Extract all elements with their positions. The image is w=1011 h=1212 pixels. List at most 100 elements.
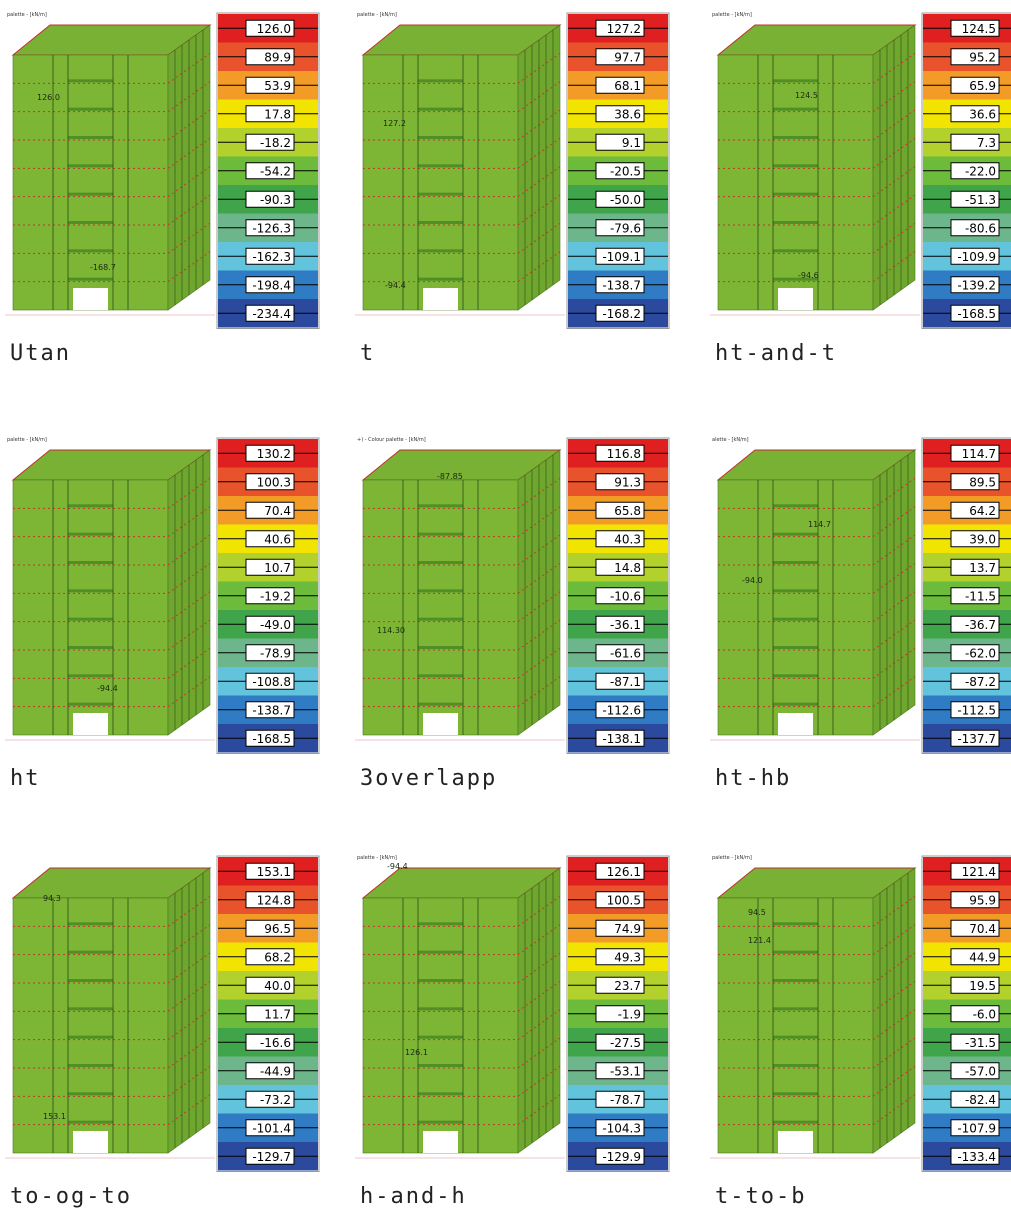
stair-slab [68,1007,113,1010]
caption: Utan [10,341,71,366]
stair-slab [418,533,463,536]
annotation: -94.4 [97,684,118,693]
legend-value: -168.5 [252,732,291,746]
caption: ht-and-t [715,341,837,366]
legend-value: 64.2 [969,504,996,518]
stair-slab [68,108,113,111]
legend-value: -112.6 [602,703,641,717]
legend-value: 7.3 [977,136,996,150]
legend-value: 11.7 [264,1007,291,1021]
legend-value: 38.6 [614,107,641,121]
stair-slab [68,164,113,167]
stair-slab [418,646,463,649]
annotation: 121.4 [748,936,771,945]
legend-value: -6.0 [973,1007,996,1021]
stair-slab [418,249,463,252]
annotation: -94.6 [798,271,819,280]
legend-value: 91.3 [614,475,641,489]
stair-slab [68,1064,113,1067]
building-front [13,480,168,735]
stair-slab [68,1036,113,1039]
legend-value: -11.5 [965,589,996,603]
legend-value: -87.1 [610,675,641,689]
legend-value: 68.1 [614,79,641,93]
stair-slab [418,922,463,925]
opening [778,713,813,735]
legend-value: -44.9 [260,1064,291,1078]
building-front [13,898,168,1153]
stair-slab [418,136,463,139]
legend-value: -101.4 [252,1121,291,1135]
stair-slab [773,1064,818,1067]
stair-slab [773,1007,818,1010]
legend-value: -78.9 [260,646,291,660]
palette-header: palette - [kN/m] [712,855,752,861]
legend-value: 97.7 [614,50,641,64]
stair-slab [418,193,463,196]
legend-value: 126.0 [257,22,291,36]
stair-slab [68,1092,113,1095]
annotation: 94.3 [43,894,61,903]
legend-value: 70.4 [969,922,996,936]
legend-value: -19.2 [260,589,291,603]
legend-value: 124.8 [257,893,291,907]
legend-value: -49.0 [260,618,291,632]
stair-slab [773,674,818,677]
legend-value: 39.0 [969,532,996,546]
legend-value: 40.6 [264,532,291,546]
caption: t-to-b [715,1184,806,1209]
stair-slab [68,249,113,252]
stair-slab [773,221,818,224]
opening [73,1131,108,1153]
opening [423,713,458,735]
stair-slab [68,193,113,196]
legend-value: -109.1 [602,250,641,264]
opening [778,288,813,310]
panel: palette - [kN/m]127.2-94.4127.297.768.13… [355,12,669,366]
legend-value: 121.4 [962,865,996,879]
legend-value: -31.5 [965,1036,996,1050]
palette-header: palette - [kN/m] [7,12,47,18]
annotation: -94.4 [385,281,406,290]
stair-slab [773,618,818,621]
stair-slab [773,504,818,507]
legend-value: -129.9 [602,1150,641,1164]
stair-slab [773,164,818,167]
stair-slab [418,504,463,507]
caption: h-and-h [360,1184,467,1209]
stair-slab [418,674,463,677]
stair-slab [418,618,463,621]
legend-value: -162.3 [252,250,291,264]
stair-slab [773,703,818,706]
stair-slab [68,561,113,564]
legend-value: -168.2 [602,307,641,321]
annotation: -168.7 [90,263,116,272]
legend-value: -139.2 [957,278,996,292]
legend-value: -1.9 [618,1007,641,1021]
legend-value: 53.9 [264,79,291,93]
stair-slab [773,589,818,592]
legend-value: 89.9 [264,50,291,64]
stair-slab [68,1121,113,1124]
stair-slab [418,278,463,281]
legend-value: 74.9 [614,922,641,936]
stair-slab [68,533,113,536]
legend-value: -36.1 [610,618,641,632]
annotation: -94.0 [742,576,763,585]
legend-value: 96.5 [264,922,291,936]
opening [778,1131,813,1153]
legend-value: -80.6 [965,221,996,235]
legend-value: -87.2 [965,675,996,689]
annotation: 124.5 [795,91,818,100]
stair-slab [68,979,113,982]
stair-slab [773,193,818,196]
legend-value: -137.7 [957,732,996,746]
legend-value: -73.2 [260,1093,291,1107]
stair-slab [418,108,463,111]
legend-value: -82.4 [965,1093,996,1107]
stair-slab [773,1121,818,1124]
legend-value: 19.5 [969,979,996,993]
legend-value: 13.7 [969,561,996,575]
legend-value: 14.8 [614,561,641,575]
legend-value: 89.5 [969,475,996,489]
